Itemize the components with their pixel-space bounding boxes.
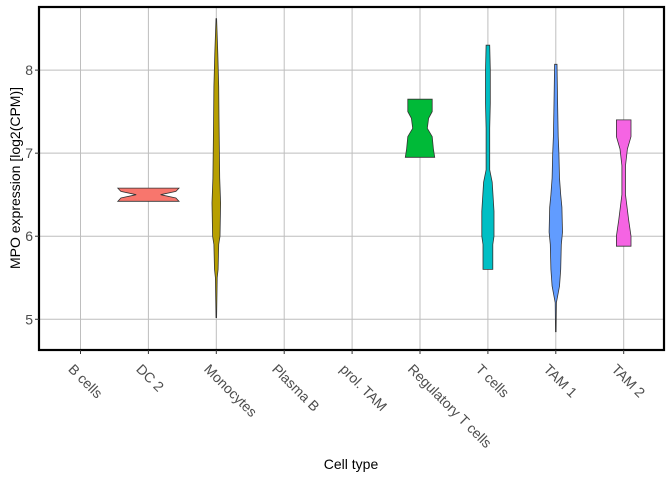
x-tick-label: Plasma B [269, 361, 323, 415]
violins [116, 18, 632, 333]
y-tick-label: 7 [25, 145, 33, 161]
x-tick-label: prol. TAM [337, 361, 390, 414]
plot-background [39, 7, 664, 350]
y-tick-label: 6 [25, 228, 33, 244]
plot-border [37, 5, 666, 352]
x-tick-label: Monocytes [201, 361, 260, 420]
violin-dc-2 [116, 187, 180, 202]
x-tick-label: DC 2 [133, 361, 167, 395]
x-tick-label: T cells [473, 361, 513, 401]
violin-monocytes [211, 18, 222, 319]
y-tick-label: 8 [25, 62, 33, 78]
x-tick-label: TAM 2 [609, 361, 649, 401]
y-tick-label: 5 [25, 311, 33, 327]
y-axis-title: MPO expression [log2(CPM)] [7, 87, 23, 269]
violin-t-cells [481, 44, 495, 270]
violin-tam-2 [616, 119, 632, 247]
violin-tam-1 [548, 63, 563, 333]
x-tick-label: TAM 1 [541, 361, 581, 401]
y-axis-ticks: 5 6 7 8 [25, 62, 39, 327]
violin-regulatory-t-cells [404, 98, 436, 158]
x-axis-title: Cell type [324, 456, 379, 472]
x-tick-label: B cells [65, 361, 105, 401]
